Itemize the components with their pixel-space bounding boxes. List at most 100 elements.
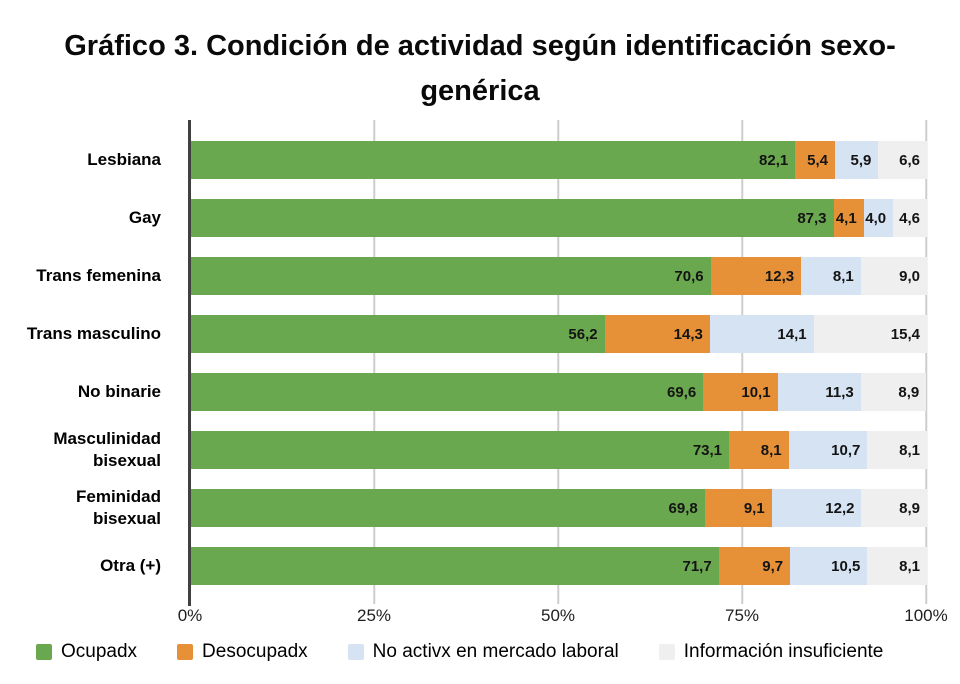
bar-segment-informaci-n-insuficiente: 8,9 [860, 373, 927, 411]
bar-segment-desocupadx: 12,3 [710, 257, 802, 295]
value-label: 56,2 [568, 325, 598, 343]
value-label: 11,3 [825, 383, 854, 401]
category-label-text: Trans femenina [36, 266, 161, 285]
category-label-text: Trans masculino [26, 324, 161, 343]
bar-row: 69,6 10,1 11,3 8,9 [191, 373, 927, 411]
value-label: 4,1 [835, 209, 857, 227]
x-tick-label: 50% [540, 606, 576, 625]
value-label: 8,1 [760, 441, 782, 459]
bar-row: 82,1 5,4 5,9 6,6 [191, 141, 927, 179]
category-label-text: Feminidad bisexual [75, 487, 161, 528]
legend-label: Información insuficiente [683, 641, 884, 662]
bar-segment-desocupadx: 8,1 [729, 431, 789, 469]
bar-segment-informaci-n-insuficiente: 9,0 [860, 257, 927, 295]
bar-segment-desocupadx: 5,4 [795, 141, 835, 179]
category-label-masculinidad-bisexual: Masculinidad bisexual [14, 429, 172, 470]
legend-swatch-desocupadx [177, 644, 194, 660]
bar-segment-informaci-n-insuficiente: 6,6 [878, 141, 927, 179]
category-label-trans-masculino: Trans masculino [14, 315, 172, 353]
y-axis-line [188, 120, 191, 606]
value-label: 4,0 [865, 209, 887, 227]
category-label-trans-femenina: Trans femenina [14, 257, 172, 295]
legend-item-ocupadx: Ocupadx [36, 641, 137, 663]
bar-row: 69,8 9,1 12,2 8,9 [191, 489, 927, 527]
category-label-feminidad-bisexual: Feminidad bisexual [14, 487, 172, 528]
bar-segment-ocupadx: 82,1 [191, 141, 796, 179]
gridline [373, 120, 375, 604]
category-label-text: Otra (+) [100, 556, 161, 575]
chart-title-line-1: Gráfico 3. Condición de actividad según … [64, 30, 896, 62]
legend-label: Ocupadx [61, 641, 138, 662]
bar-segment-ocupadx: 69,8 [191, 489, 705, 527]
legend-swatch-no-activx-en-mercado-laboral [347, 644, 364, 660]
bar-segment-ocupadx: 71,7 [191, 547, 719, 585]
bar-segment-desocupadx: 9,7 [718, 547, 791, 585]
value-label: 10,7 [831, 441, 861, 459]
chart-title: Gráfico 3. Condición de actividad según … [30, 24, 930, 114]
bar-segment-no-activx-en-mercado-laboral: 4,0 [863, 199, 894, 237]
value-label: 4,6 [899, 209, 920, 227]
bar-segment-no-activx-en-mercado-laboral: 11,3 [777, 373, 861, 411]
value-label: 6,6 [899, 151, 920, 169]
value-label: 8,9 [899, 499, 920, 517]
x-tick-label: 0% [177, 606, 203, 625]
value-label: 12,2 [825, 499, 855, 517]
bar-row: 73,1 8,1 10,7 8,1 [191, 431, 927, 469]
category-label-text: Gay [128, 208, 161, 227]
value-label: 12,3 [764, 267, 795, 285]
chart-title-line-2: genérica [420, 75, 540, 107]
x-axis: 0% 25% 50% 75% 100% [178, 606, 948, 628]
value-label: 14,3 [673, 325, 703, 343]
value-label: 73,1 [692, 441, 723, 459]
category-label-no-binarie: No binarie [14, 373, 172, 411]
category-label-gay: Gay [14, 199, 172, 237]
legend-swatch-ocupadx [36, 644, 52, 660]
value-label: 9,7 [762, 557, 784, 575]
bar-segment-desocupadx: 4,1 [833, 199, 864, 237]
bar-segment-no-activx-en-mercado-laboral: 8,1 [801, 257, 861, 295]
legend-label: No activx en mercado laboral [372, 641, 619, 662]
value-label: 82,1 [759, 151, 789, 169]
value-label: 9,1 [743, 499, 765, 517]
category-label-lesbiana: Lesbiana [14, 141, 172, 179]
bar-segment-informaci-n-insuficiente: 8,9 [861, 489, 927, 527]
legend-item-desocupadx: Desocupadx [177, 641, 308, 663]
value-label: 5,4 [807, 151, 828, 169]
value-label: 14,1 [777, 325, 807, 343]
category-label-text: Lesbiana [87, 150, 161, 169]
value-label: 15,4 [890, 325, 920, 343]
gridline [741, 120, 743, 604]
category-label-otra: Otra (+) [14, 547, 172, 585]
bar-segment-ocupadx: 69,6 [191, 373, 704, 411]
value-label: 70,6 [674, 267, 704, 285]
value-label: 8,1 [899, 441, 920, 459]
bar-segment-informaci-n-insuficiente: 8,1 [867, 431, 927, 469]
x-tick-label: 75% [724, 606, 760, 625]
bar-segment-desocupadx: 10,1 [703, 373, 778, 411]
bar-segment-ocupadx: 87,3 [191, 199, 834, 237]
bar-segment-ocupadx: 73,1 [191, 431, 730, 469]
value-label: 69,8 [668, 499, 698, 517]
x-tick-label: 25% [356, 606, 392, 625]
value-label: 10,1 [741, 383, 771, 401]
bar-segment-informaci-n-insuficiente: 4,6 [893, 199, 927, 237]
category-label-text: Masculinidad bisexual [53, 429, 161, 470]
bar-segment-no-activx-en-mercado-laboral: 12,2 [771, 489, 862, 527]
bar-segment-ocupadx: 56,2 [191, 315, 605, 353]
legend-swatch-informaci-n-insuficiente [658, 644, 675, 660]
legend: Ocupadx Desocupadx No activx en mercado la… [36, 638, 883, 666]
bar-row: 56,2 14,3 14,1 15,4 [191, 315, 927, 353]
plot-area: 82,1 5,4 5,9 6,6 87,3 4,1 4,0 4,6 70,6 12,3 8,1 9,0… [188, 120, 927, 606]
bar-segment-informaci-n-insuficiente: 15,4 [813, 315, 927, 353]
value-label: 8,1 [899, 557, 920, 575]
bar-segment-desocupadx: 9,1 [704, 489, 772, 527]
bar-segment-no-activx-en-mercado-laboral: 5,9 [834, 141, 879, 179]
bar-segment-no-activx-en-mercado-laboral: 10,5 [790, 547, 868, 585]
gridline [557, 120, 559, 604]
value-label: 8,9 [898, 383, 920, 401]
bar-segment-no-activx-en-mercado-laboral: 14,1 [709, 315, 814, 353]
bar-row: 70,6 12,3 8,1 9,0 [191, 257, 927, 295]
value-label: 9,0 [899, 267, 920, 285]
value-label: 10,5 [831, 557, 861, 575]
